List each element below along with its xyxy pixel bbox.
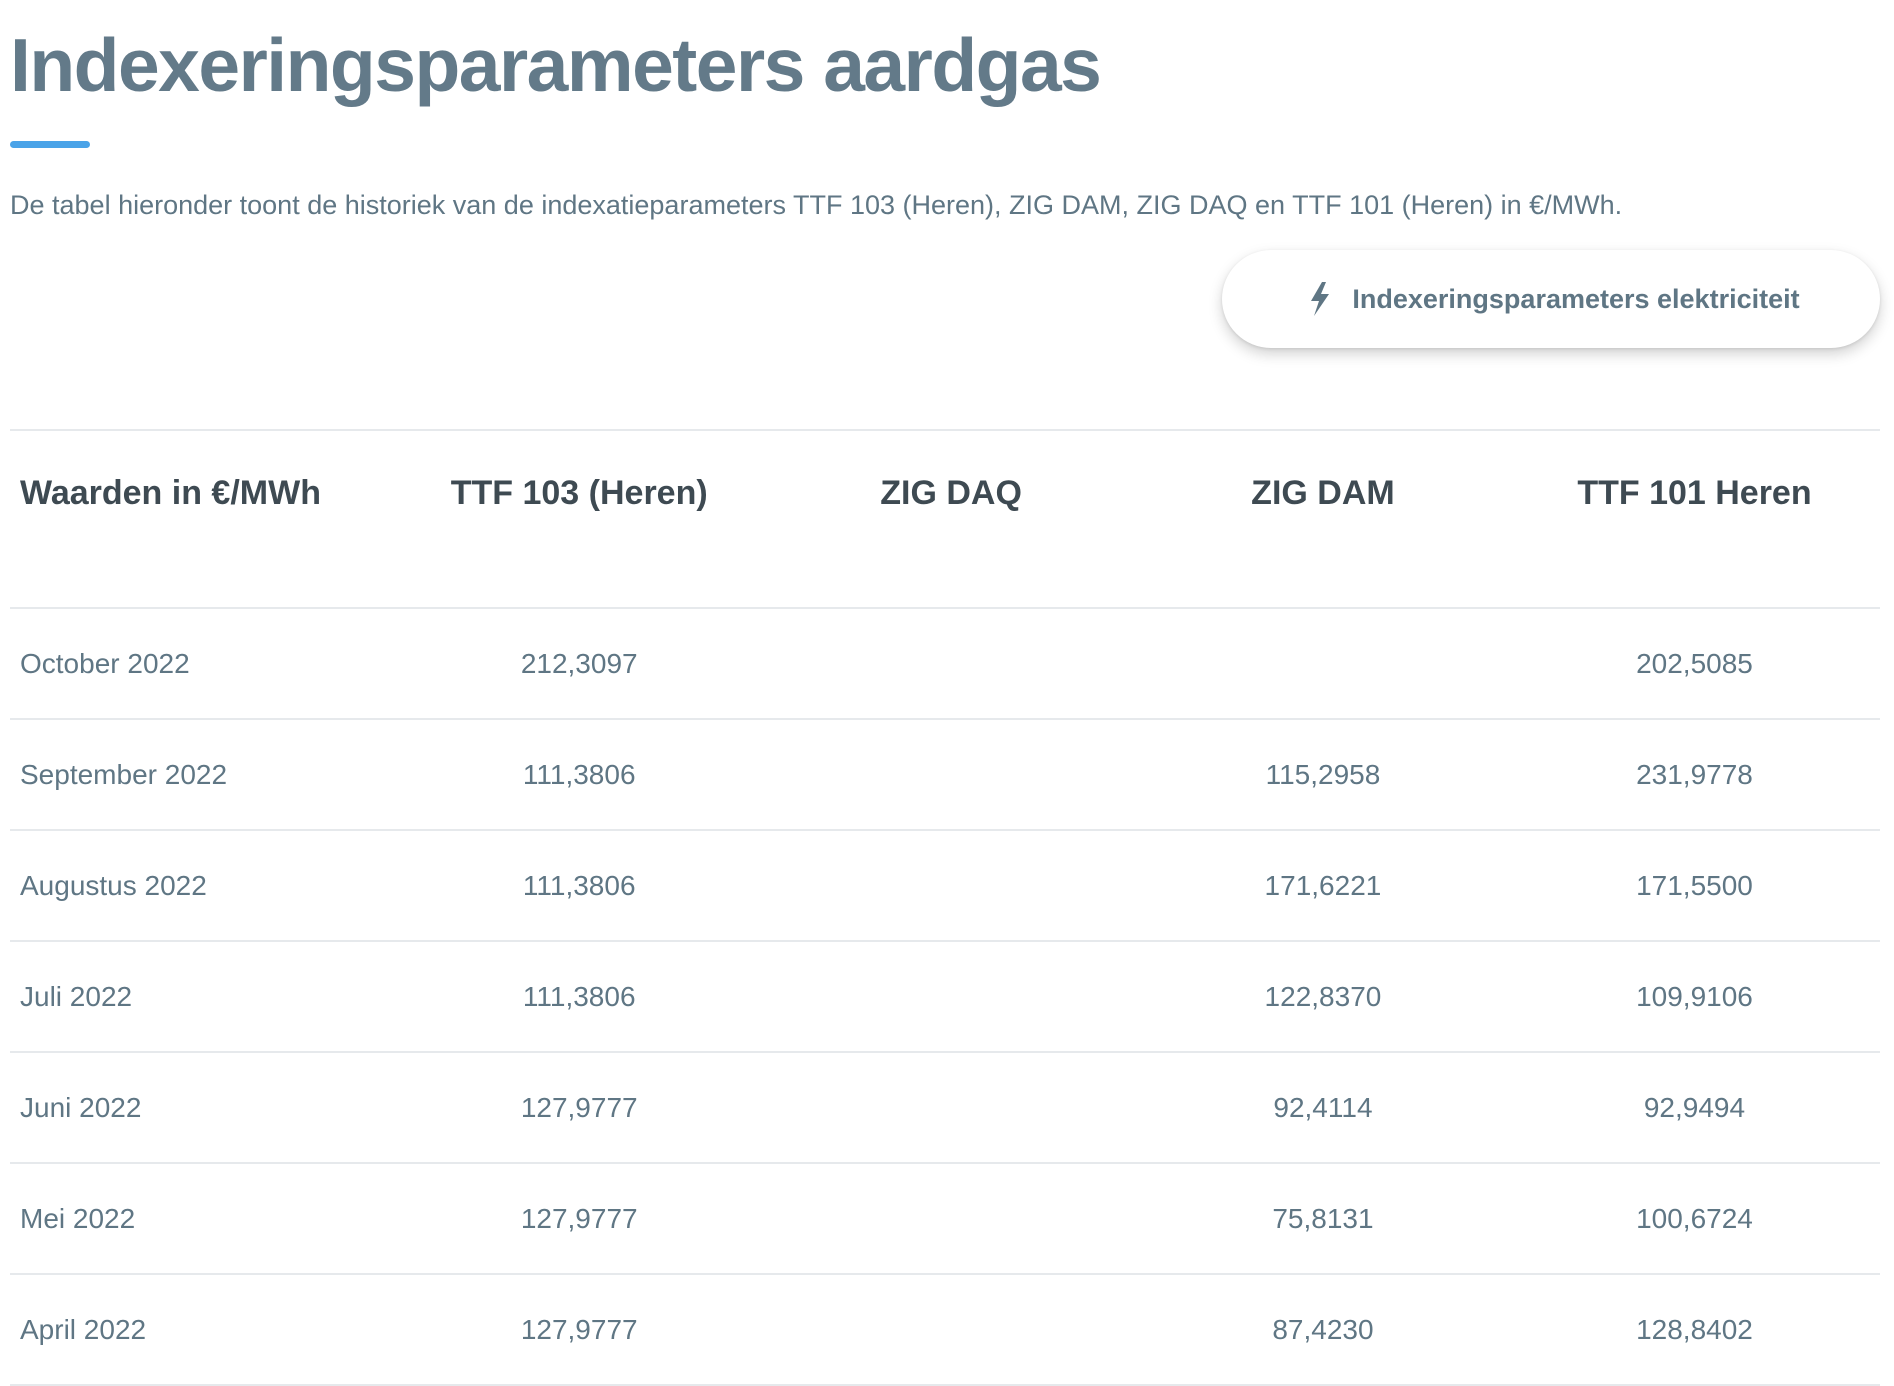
column-header-ttf-101: TTF 101 Heren bbox=[1508, 429, 1880, 609]
cell-period: October 2022 bbox=[10, 608, 394, 720]
cell-ttf-103: 212,3097 bbox=[393, 608, 766, 720]
electricity-parameters-button[interactable]: Indexeringsparameters elektriciteit bbox=[1222, 250, 1880, 348]
cell-ttf-103: 111,3806 bbox=[393, 941, 766, 1053]
cell-period: Augustus 2022 bbox=[10, 830, 394, 942]
cell-ttf-101: 231,9778 bbox=[1508, 719, 1880, 831]
cell-zig-daq bbox=[765, 1052, 1137, 1164]
title-underline bbox=[10, 141, 90, 148]
column-header-period: Waarden in €/MWh bbox=[10, 429, 394, 609]
cell-ttf-103: 127,9777 bbox=[393, 1052, 766, 1164]
column-header-zig-dam: ZIG DAM bbox=[1136, 429, 1509, 609]
cell-zig-daq bbox=[765, 830, 1137, 942]
table-row: October 2022 212,3097 202,5085 bbox=[10, 608, 1880, 720]
cell-zig-daq bbox=[765, 608, 1137, 720]
table-body: October 2022 212,3097 202,5085 September 20… bbox=[10, 608, 1880, 1386]
intro-text: De tabel hieronder toont de historiek va… bbox=[10, 190, 1623, 220]
cell-ttf-103: 111,3806 bbox=[393, 830, 766, 942]
table-row: September 2022 111,3806 115,2958 231,9778 bbox=[10, 719, 1880, 831]
cell-ttf-101: 128,8402 bbox=[1508, 1274, 1880, 1386]
column-header-zig-daq: ZIG DAQ bbox=[765, 429, 1137, 609]
cell-period: September 2022 bbox=[10, 719, 394, 831]
cell-ttf-103: 111,3806 bbox=[393, 719, 766, 831]
table-row: Juli 2022 111,3806 122,8370 109,9106 bbox=[10, 941, 1880, 1053]
cell-zig-dam: 122,8370 bbox=[1136, 941, 1509, 1053]
table-row: Augustus 2022 111,3806 171,6221 171,5500 bbox=[10, 830, 1880, 942]
cell-zig-dam: 87,4230 bbox=[1136, 1274, 1509, 1386]
page-title: Indexeringsparameters aardgas bbox=[10, 23, 1102, 107]
cell-period: Mei 2022 bbox=[10, 1163, 394, 1275]
cell-zig-daq bbox=[765, 1274, 1137, 1386]
cell-period: Juni 2022 bbox=[10, 1052, 394, 1164]
cell-period: Juli 2022 bbox=[10, 941, 394, 1053]
electricity-parameters-label: Indexeringsparameters elektriciteit bbox=[1352, 283, 1800, 314]
cell-zig-daq bbox=[765, 1163, 1137, 1275]
lightning-bolt-icon bbox=[1302, 281, 1334, 317]
table-row: April 2022 127,9777 87,4230 128,8402 bbox=[10, 1274, 1880, 1386]
cell-ttf-101: 109,9106 bbox=[1508, 941, 1880, 1053]
table-row: Mei 2022 127,9777 75,8131 100,6724 bbox=[10, 1163, 1880, 1275]
table-header-row: Waarden in €/MWh TTF 103 (Heren) ZIG DAQ… bbox=[10, 429, 1880, 609]
cell-ttf-101: 171,5500 bbox=[1508, 830, 1880, 942]
cell-period: April 2022 bbox=[10, 1274, 394, 1386]
cell-ttf-103: 127,9777 bbox=[393, 1274, 766, 1386]
cell-ttf-101: 202,5085 bbox=[1508, 608, 1880, 720]
cell-zig-dam bbox=[1136, 608, 1509, 720]
table-row: Juni 2022 127,9777 92,4114 92,9494 bbox=[10, 1052, 1880, 1164]
cell-ttf-103: 127,9777 bbox=[393, 1163, 766, 1275]
cell-ttf-101: 100,6724 bbox=[1508, 1163, 1880, 1275]
cell-zig-daq bbox=[765, 719, 1137, 831]
cell-zig-dam: 171,6221 bbox=[1136, 830, 1509, 942]
cell-zig-daq bbox=[765, 941, 1137, 1053]
cell-ttf-101: 92,9494 bbox=[1508, 1052, 1880, 1164]
cell-zig-dam: 75,8131 bbox=[1136, 1163, 1509, 1275]
cell-zig-dam: 115,2958 bbox=[1136, 719, 1509, 831]
parameters-table: Waarden in €/MWh TTF 103 (Heren) ZIG DAQ… bbox=[10, 429, 1880, 1386]
column-header-ttf-103: TTF 103 (Heren) bbox=[393, 429, 766, 609]
cell-zig-dam: 92,4114 bbox=[1136, 1052, 1509, 1164]
